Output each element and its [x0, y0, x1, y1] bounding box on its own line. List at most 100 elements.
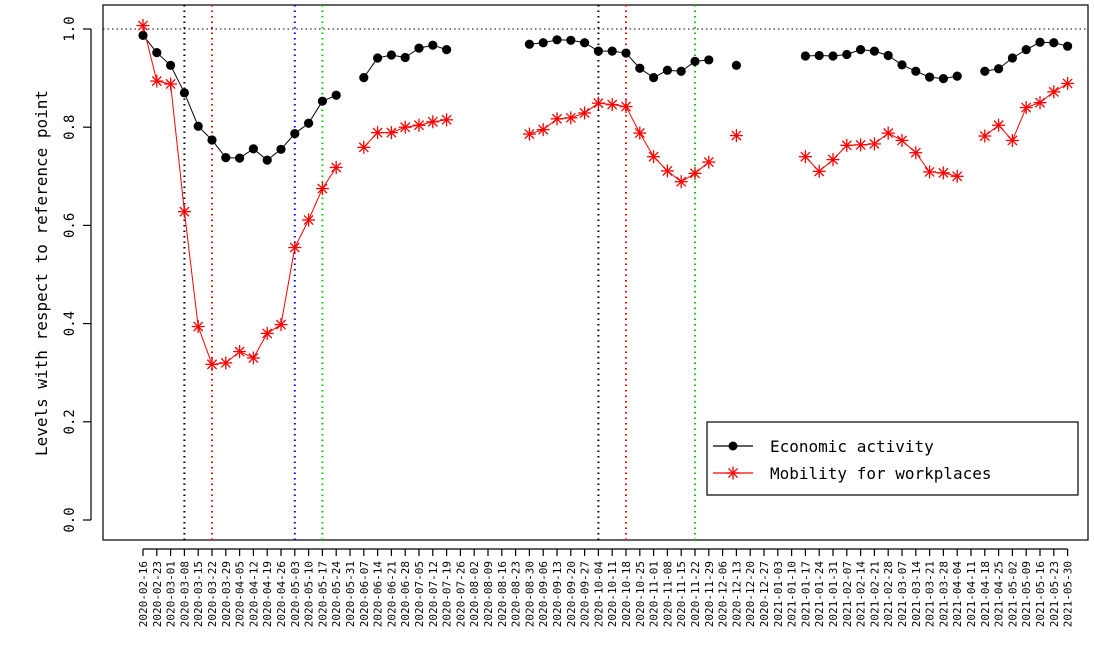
- x-tick-label: 2021-03-14: [910, 561, 923, 628]
- x-tick-label: 2020-05-03: [289, 561, 302, 627]
- data-point-economic-activity: [193, 121, 203, 131]
- data-point-mobility-for-workplaces: [564, 111, 578, 125]
- x-tick-label: 2020-11-01: [648, 561, 661, 627]
- y-tick-label: 0.8: [62, 115, 78, 140]
- data-point-economic-activity: [980, 66, 990, 76]
- data-point-mobility-for-workplaces: [440, 113, 454, 127]
- x-tick-label: 2020-11-22: [689, 561, 702, 627]
- data-point-mobility-for-workplaces: [315, 182, 329, 196]
- data-point-economic-activity: [276, 144, 286, 154]
- data-point-economic-activity: [690, 56, 700, 67]
- x-tick-label: 2020-08-16: [496, 561, 509, 627]
- x-tick-label: 2020-09-06: [537, 561, 550, 627]
- data-point-mobility-for-workplaces: [660, 164, 674, 178]
- data-point-economic-activity: [676, 66, 686, 76]
- data-point-mobility-for-workplaces: [522, 127, 536, 141]
- data-point-mobility-for-workplaces: [233, 345, 247, 359]
- x-tick-label: 2020-11-08: [661, 561, 674, 627]
- data-point-economic-activity: [828, 51, 838, 61]
- data-point-mobility-for-workplaces: [578, 106, 592, 120]
- data-point-economic-activity: [442, 45, 452, 55]
- data-point-mobility-for-workplaces: [854, 138, 868, 152]
- data-point-economic-activity: [911, 66, 921, 76]
- data-point-mobility-for-workplaces: [729, 129, 743, 143]
- x-tick-label: 2020-10-25: [634, 561, 647, 627]
- plot-frame: [102, 4, 1089, 541]
- data-point-economic-activity: [731, 60, 742, 70]
- data-point-economic-activity: [400, 52, 410, 63]
- data-point-economic-activity: [662, 65, 673, 75]
- x-tick-label: 2021-02-14: [855, 561, 868, 628]
- data-point-economic-activity: [994, 64, 1004, 74]
- x-tick-label: 2021-01-03: [772, 561, 785, 627]
- y-tick-label: 1.0: [62, 16, 78, 41]
- data-point-mobility-for-workplaces: [398, 120, 412, 134]
- vertical-lines: [183, 5, 696, 540]
- x-tick-label: 2020-06-07: [358, 561, 371, 627]
- data-point-mobility-for-workplaces: [219, 356, 233, 370]
- x-tick-label: 2020-06-21: [385, 561, 398, 627]
- data-point-economic-activity: [262, 155, 272, 165]
- y-tick-label: 0.0: [62, 507, 78, 532]
- x-tick-label: 2020-04-05: [234, 561, 247, 627]
- data-point-mobility-for-workplaces: [384, 126, 398, 140]
- x-tick-label: 2021-04-18: [979, 561, 992, 627]
- data-point-mobility-for-workplaces: [260, 326, 274, 340]
- data-point-mobility-for-workplaces: [688, 166, 702, 180]
- data-point-economic-activity: [1063, 41, 1073, 51]
- data-point-mobility-for-workplaces: [867, 137, 881, 151]
- data-point-economic-activity: [166, 60, 176, 70]
- data-point-mobility-for-workplaces: [177, 205, 191, 219]
- x-axis: 2020-02-16 2020-02-23 2020-03-01 2020-03-08…: [137, 548, 1075, 628]
- data-point-economic-activity: [952, 71, 962, 81]
- legend-label-mobility: Mobility for workplaces: [770, 464, 992, 483]
- legend-marker-mobility: [726, 466, 740, 480]
- data-point-mobility-for-workplaces: [647, 150, 661, 164]
- data-point-economic-activity: [1007, 53, 1018, 63]
- x-tick-label: 2020-04-19: [261, 561, 274, 627]
- x-tick-label: 2020-05-31: [344, 561, 357, 627]
- data-point-mobility-for-workplaces: [895, 133, 909, 147]
- x-tick-label: 2021-02-07: [841, 561, 854, 627]
- series-segment-mobility-for-workplaces: [239, 351, 254, 359]
- x-tick-label: 2021-01-24: [813, 561, 826, 628]
- series-segment-mobility-for-workplaces: [321, 167, 337, 189]
- series-segment-mobility-for-workplaces: [639, 132, 655, 157]
- data-point-economic-activity: [207, 135, 217, 145]
- data-point-mobility-for-workplaces: [536, 123, 550, 137]
- data-point-economic-activity: [580, 38, 590, 48]
- legend-box: [706, 421, 1079, 496]
- x-tick-label: 2020-06-28: [399, 561, 412, 627]
- series-segment-mobility-for-workplaces: [887, 132, 903, 141]
- x-tick-label: 2021-05-30: [1062, 561, 1075, 627]
- data-point-economic-activity: [635, 63, 645, 73]
- data-point-economic-activity: [1035, 37, 1045, 47]
- x-tick-label: 2021-04-04: [951, 561, 964, 628]
- legend-star-glyph: [726, 466, 740, 480]
- data-point-mobility-for-workplaces: [992, 118, 1006, 132]
- series-segment-mobility-for-workplaces: [1011, 107, 1027, 141]
- data-point-economic-activity: [373, 53, 383, 63]
- data-point-economic-activity: [621, 48, 631, 58]
- data-point-mobility-for-workplaces: [1047, 85, 1061, 99]
- x-tick-label: 2020-12-06: [717, 561, 730, 627]
- x-tick-label: 2020-10-11: [606, 561, 619, 627]
- x-tick-label: 2021-02-21: [868, 561, 881, 627]
- x-tick-label: 2020-10-18: [620, 561, 633, 627]
- x-tick-label: 2020-04-26: [275, 561, 288, 627]
- x-tick-label: 2020-07-26: [454, 561, 467, 627]
- data-point-economic-activity: [552, 35, 562, 45]
- data-point-economic-activity: [607, 46, 617, 56]
- x-tick-label: 2021-05-16: [1034, 561, 1047, 627]
- data-point-mobility-for-workplaces: [205, 357, 219, 371]
- x-tick-label: 2021-03-07: [896, 561, 909, 627]
- x-tick-label: 2020-03-29: [220, 561, 233, 627]
- x-tick-label: 2020-02-16: [137, 561, 150, 627]
- data-point-economic-activity: [428, 40, 438, 50]
- data-point-mobility-for-workplaces: [550, 112, 564, 126]
- legend: Economic activity Mobility for workplace…: [706, 421, 1079, 496]
- data-point-economic-activity: [842, 49, 852, 60]
- data-point-mobility-for-workplaces: [812, 164, 826, 178]
- x-tick-label: 2020-12-13: [730, 561, 743, 627]
- x-tick-label: 2020-08-23: [510, 561, 523, 627]
